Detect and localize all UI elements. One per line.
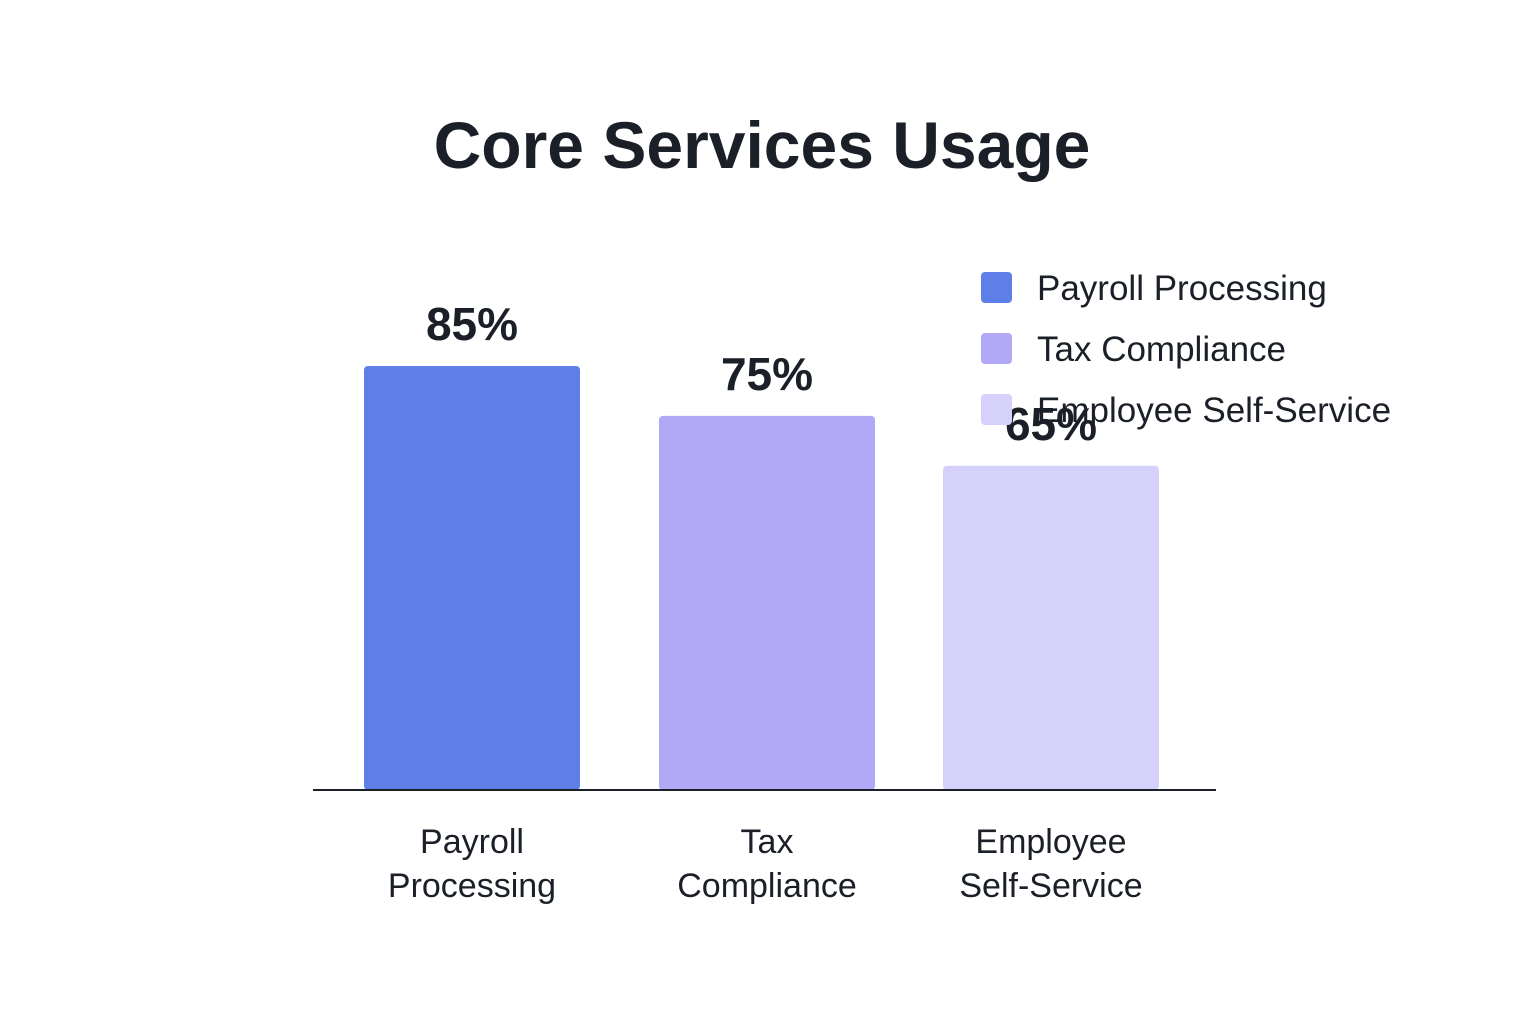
category-label-employee-self-service-line-2: Self-Service: [959, 867, 1142, 905]
bar-tax-compliance: [659, 415, 875, 790]
category-labels-group: Payroll Processing Tax Compliance Employee Se…: [388, 823, 1143, 905]
category-label-tax-compliance-line-1: Tax: [741, 823, 794, 861]
bar-employee-self-service: [943, 465, 1159, 790]
category-label-employee-self-service-line-1: Employee: [975, 823, 1126, 861]
value-label-payroll-processing: 85%: [426, 298, 518, 350]
chart-title: Core Services Usage: [434, 108, 1091, 182]
category-label-tax-compliance-line-2: Compliance: [677, 867, 857, 905]
category-label-payroll-processing-line-1: Payroll: [420, 823, 524, 861]
bars-group: [364, 366, 1159, 790]
legend-label-tax-compliance: Tax Compliance: [1037, 330, 1286, 369]
category-label-payroll-processing-line-2: Processing: [388, 867, 556, 905]
value-labels-group: 85% 75% 65%: [426, 298, 1097, 450]
value-label-tax-compliance: 75%: [721, 348, 813, 400]
legend-swatch-tax-compliance: [981, 333, 1012, 364]
bar-payroll-processing: [364, 366, 580, 790]
legend-label-employee-self-service: Employee Self-Service: [1037, 391, 1391, 430]
legend-label-payroll-processing: Payroll Processing: [1037, 269, 1327, 308]
value-label-employee-self-service: 65%: [1005, 398, 1097, 450]
legend-swatch-payroll-processing: [981, 272, 1012, 303]
legend: Payroll Processing Tax Compliance Employee…: [981, 269, 1391, 430]
legend-swatch-employee-self-service: [981, 394, 1012, 425]
